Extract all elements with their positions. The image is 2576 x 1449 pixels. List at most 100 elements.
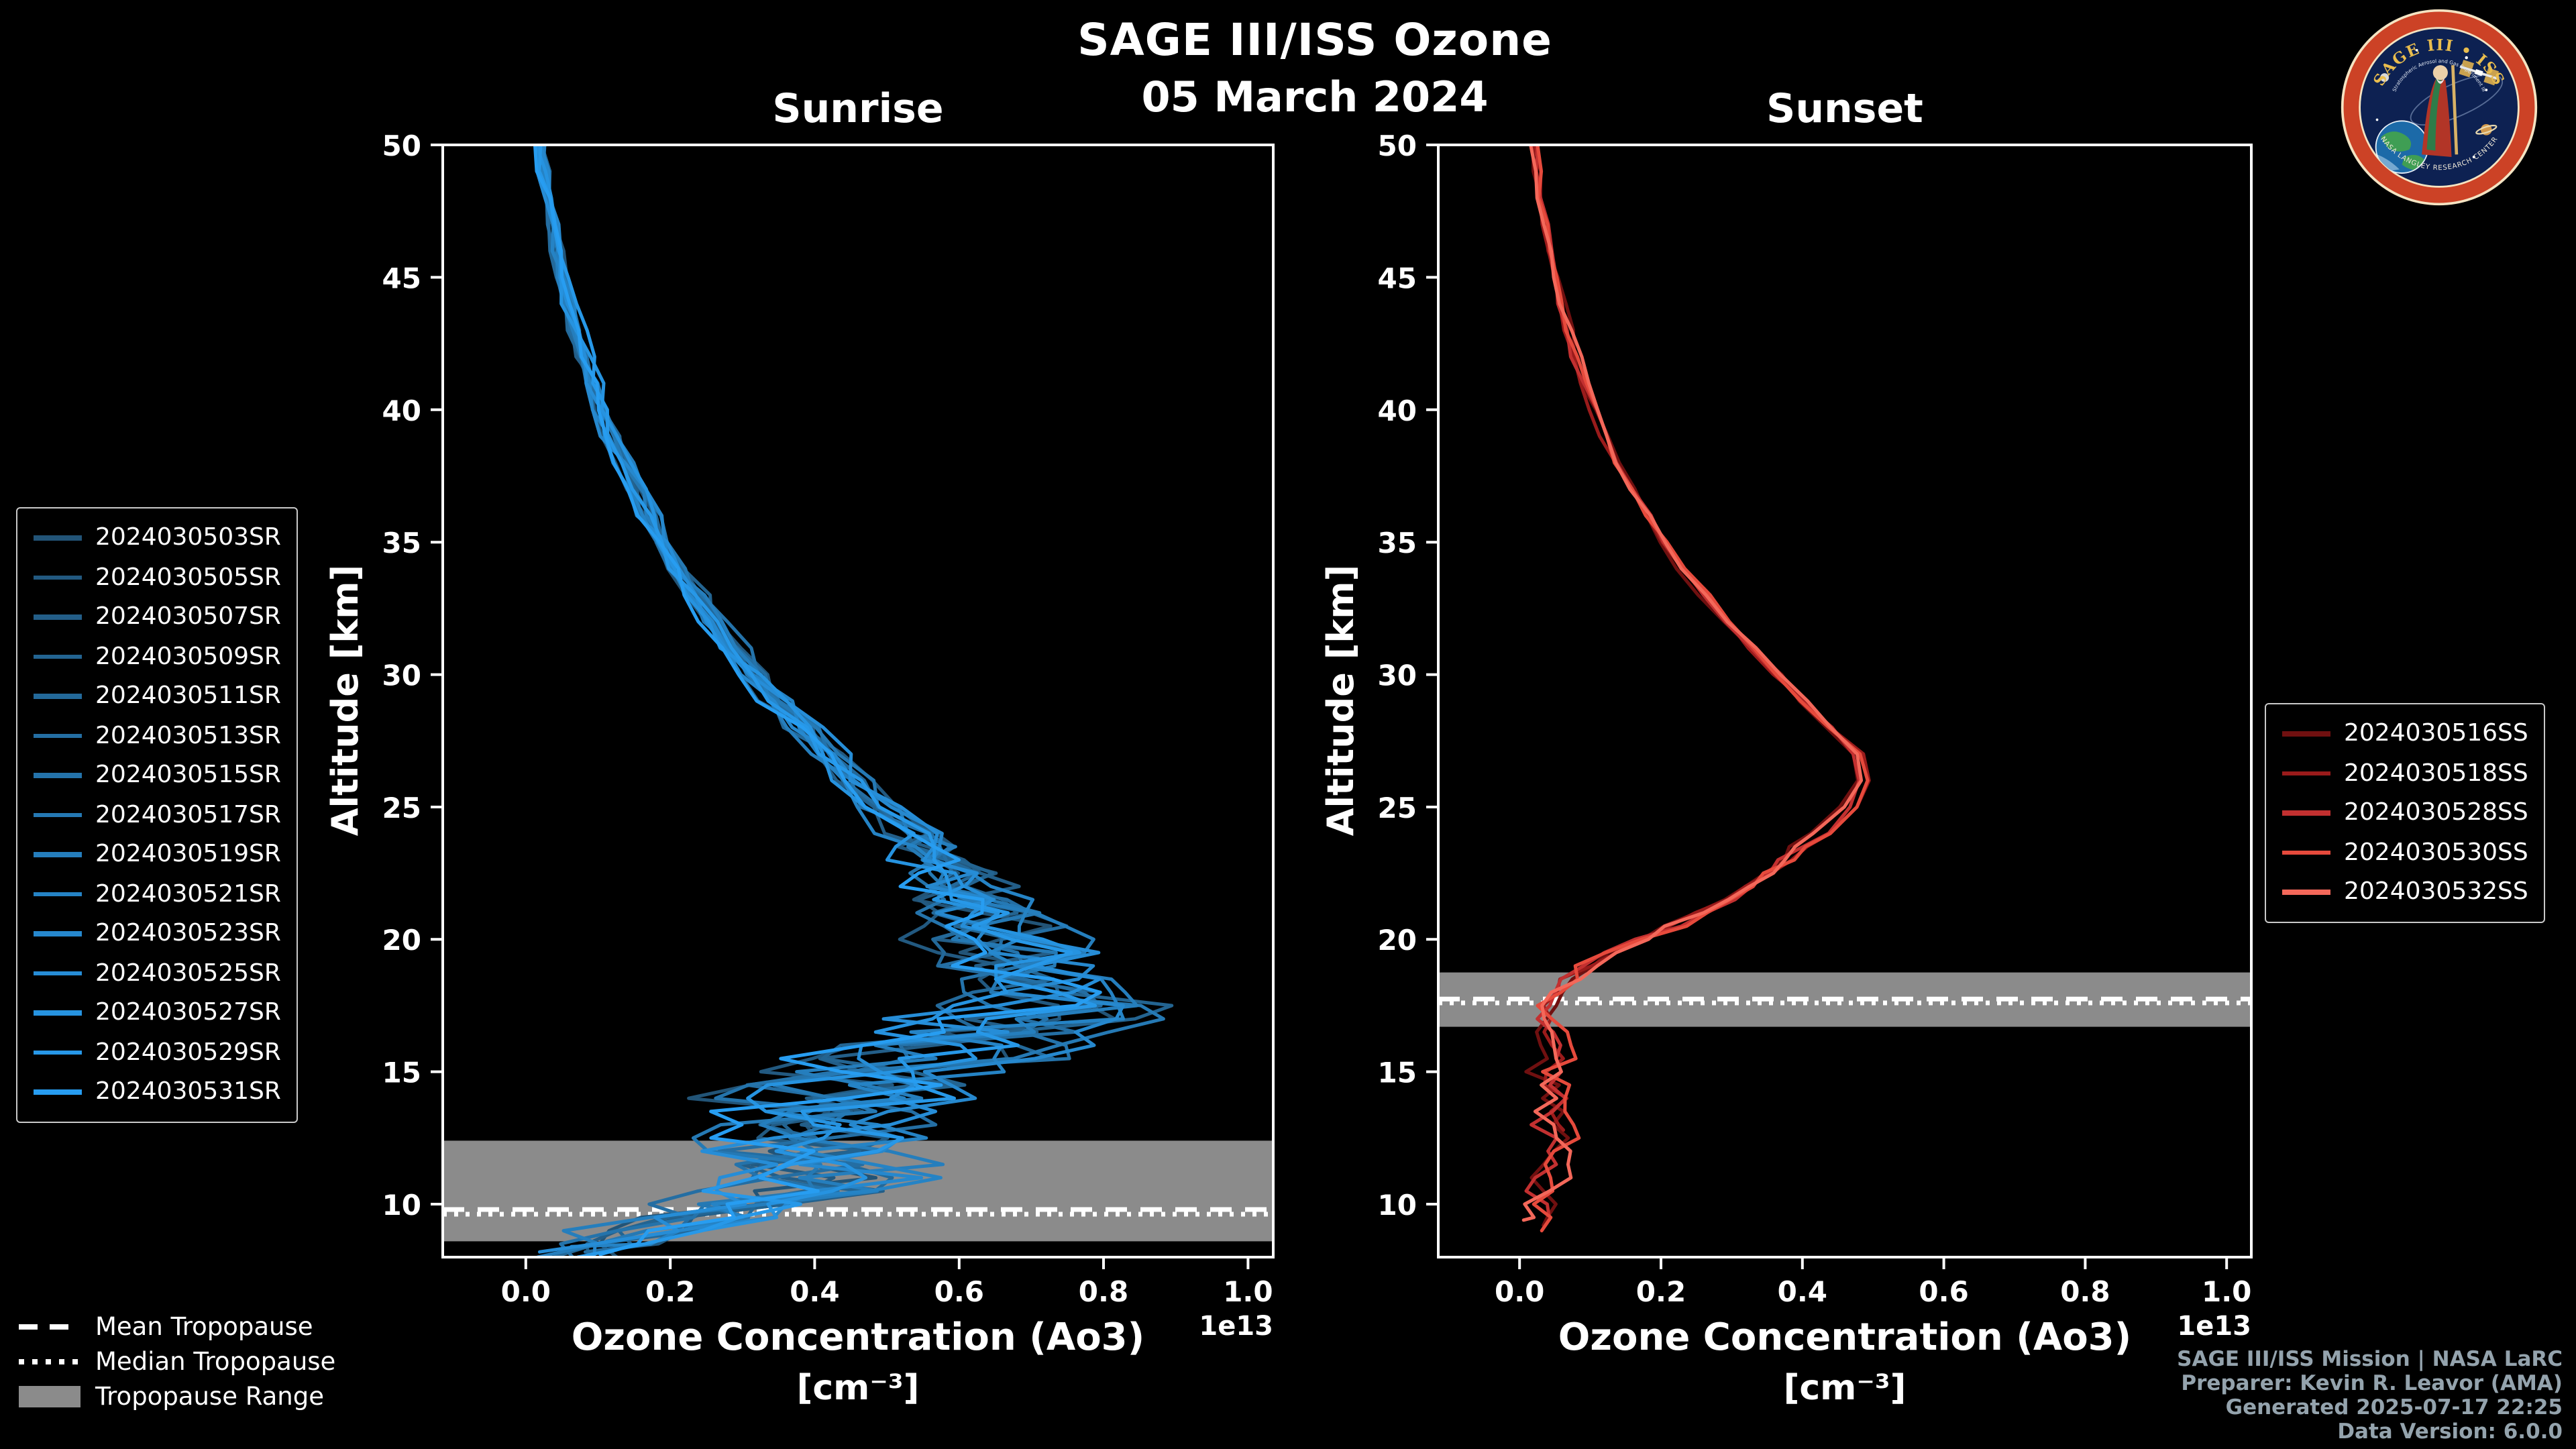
sage-iss-logo: SAGE III • ISS Stratospheric Aerosol and…: [2341, 9, 2538, 206]
profile-line-2024030532SS: [1521, 145, 1864, 1222]
x-tick-label: 0.6: [1919, 1275, 1968, 1308]
star-icon: [2472, 155, 2475, 159]
profile-line-2024030503SR: [539, 145, 1117, 1257]
profile-line-2024030525SR: [535, 145, 1102, 1254]
legend-label: 2024030523SR: [95, 919, 281, 948]
x-tick-label: 1.0: [1223, 1275, 1273, 1308]
star-icon: [2415, 49, 2418, 52]
saturn-icon: [2475, 123, 2498, 136]
y-tick-label: 20: [382, 924, 421, 957]
legend-line-sample: [34, 654, 82, 659]
logo-rim-outline: [2341, 9, 2538, 206]
legend-line-sample: [34, 575, 82, 580]
x-axis-multiplier-label: 1e13: [2177, 1311, 2251, 1342]
legend-label: 2024030513SR: [95, 721, 281, 750]
legend-item: 2024030529SR: [34, 1032, 281, 1072]
legend-label: 2024030531SR: [95, 1077, 281, 1106]
footer-credits: SAGE III/ISS Mission | NASA LaRC Prepare…: [2177, 1347, 2563, 1444]
legend-line-sample: [2282, 810, 2330, 815]
footer-generated-line: Generated 2025-07-17 22:25: [2225, 1395, 2563, 1419]
legend-label: 2024030529SR: [95, 1038, 281, 1067]
mean-tropopause-legend-item: Mean Tropopause: [19, 1309, 335, 1344]
profile-line-2024030527SR: [535, 145, 1081, 1233]
y-tick-label: 25: [1378, 792, 1417, 824]
x-axis-multiplier-label: 1e13: [1199, 1311, 1273, 1342]
legend-item: 2024030523SR: [34, 914, 281, 953]
y-tick-label: 10: [382, 1189, 421, 1222]
iss-icon: [2459, 60, 2500, 86]
legend-line-sample: [2282, 771, 2330, 775]
legend-label: 2024030532SS: [2344, 877, 2528, 906]
legend-item: 2024030515SR: [34, 755, 281, 795]
legend-item: 2024030513SR: [34, 716, 281, 755]
legend-item: 2024030509SR: [34, 637, 281, 676]
tropopause-range-legend-item: Tropopause Range: [19, 1379, 335, 1414]
legend-label: 2024030521SR: [95, 879, 281, 908]
y-tick-label: 15: [1378, 1057, 1417, 1089]
x-tick-label: 0.6: [934, 1275, 984, 1308]
profile-line-2024030507SR: [540, 145, 1103, 1257]
sunrise-plot-frame: [441, 144, 1275, 1258]
median-tropopause-line-sample: [19, 1359, 80, 1364]
y-tick-label: 50: [382, 129, 421, 162]
legend-line-sample: [34, 733, 82, 738]
legend-label: 2024030516SS: [2344, 719, 2528, 748]
legend-item: 2024030527SR: [34, 993, 281, 1032]
y-tick-label: 15: [382, 1057, 421, 1089]
y-tick-label: 25: [382, 792, 421, 824]
legend-line-sample: [34, 535, 82, 540]
y-tick-label: 20: [1378, 924, 1417, 957]
profile-line-2024030523SR: [539, 145, 1125, 1257]
sunrise-x-axis-units: [cm⁻³]: [796, 1368, 920, 1409]
median-tropopause-legend-item: Median Tropopause: [19, 1344, 335, 1379]
footer-version-line: Data Version: 6.0.0: [2337, 1419, 2563, 1444]
sage-figure: [2422, 65, 2459, 157]
y-tick-label: 35: [1378, 527, 1417, 559]
legend-label: 2024030525SR: [95, 959, 281, 987]
x-tick-label: 0.8: [1079, 1275, 1128, 1308]
legend-label: 2024030509SR: [95, 642, 281, 671]
figure-title: SAGE III/ISS Ozone: [1077, 13, 1552, 66]
sunset-x-axis-label: Ozone Concentration (Ao3): [1558, 1315, 2132, 1359]
legend-label: 2024030519SR: [95, 840, 281, 869]
tropopause-legend: Mean Tropopause Median Tropopause Tropop…: [19, 1309, 335, 1414]
mean-tropopause-label: Mean Tropopause: [95, 1313, 313, 1341]
mean-tropopause-line-sample: [19, 1324, 80, 1330]
sunset-profiles-group: [1521, 145, 1871, 1233]
legend-line-sample: [2282, 850, 2330, 855]
legend-line-sample: [34, 614, 82, 619]
median-tropopause-label: Median Tropopause: [95, 1348, 336, 1376]
legend-line-sample: [34, 931, 82, 936]
legend-line-sample: [34, 1010, 82, 1015]
y-tick-label: 45: [1378, 262, 1417, 294]
y-tick-label: 40: [1378, 394, 1417, 427]
tropopause-range-label: Tropopause Range: [95, 1383, 325, 1411]
sunrise-panel-title: Sunrise: [772, 86, 944, 133]
legend-item: 2024030518SS: [2282, 753, 2528, 793]
legend-line-sample: [2282, 890, 2330, 894]
sunrise-profiles-group: [533, 145, 1174, 1257]
sunset-plot-frame: [1437, 144, 2253, 1258]
footer-preparer-line: Preparer: Kevin R. Leavor (AMA): [2181, 1371, 2563, 1395]
star-icon: [2375, 118, 2379, 121]
x-tick-label: 0.8: [2060, 1275, 2110, 1308]
x-tick-label: 0.2: [645, 1275, 695, 1308]
legend-item: 2024030530SS: [2282, 833, 2528, 872]
legend-line-sample: [2282, 731, 2330, 736]
legend-label: 2024030527SR: [95, 998, 281, 1027]
y-tick-label: 30: [1378, 659, 1417, 692]
sunset-legend: 2024030516SS 2024030518SS 2024030528SS 2024…: [2265, 703, 2546, 922]
legend-label: 2024030515SR: [95, 761, 281, 790]
legend-item: 2024030528SS: [2282, 793, 2528, 833]
legend-item: 2024030521SR: [34, 874, 281, 914]
sunrise-y-axis-label: Altitude [km]: [325, 564, 367, 837]
legend-label: 2024030511SR: [95, 682, 281, 710]
legend-line-sample: [34, 1089, 82, 1094]
figure-date: 05 March 2024: [1141, 74, 1489, 122]
profile-line-2024030519SR: [535, 145, 1139, 1257]
legend-line-sample: [34, 852, 82, 857]
legend-item: 2024030511SR: [34, 676, 281, 716]
legend-label: 2024030518SS: [2344, 759, 2528, 788]
y-tick-label: 10: [1378, 1189, 1417, 1222]
